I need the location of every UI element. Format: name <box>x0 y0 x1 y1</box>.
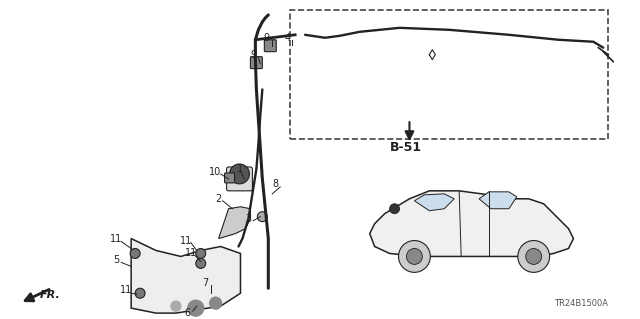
Circle shape <box>399 241 430 272</box>
Circle shape <box>525 249 541 264</box>
FancyBboxPatch shape <box>227 167 252 191</box>
Circle shape <box>130 249 140 258</box>
Text: 3: 3 <box>245 214 252 224</box>
Polygon shape <box>131 239 241 313</box>
FancyBboxPatch shape <box>250 57 262 69</box>
Text: 9: 9 <box>250 50 257 60</box>
Circle shape <box>518 241 550 272</box>
Circle shape <box>210 297 221 309</box>
Text: 11: 11 <box>185 249 197 258</box>
Circle shape <box>406 249 422 264</box>
Text: 5: 5 <box>113 256 119 265</box>
Text: 9: 9 <box>263 33 269 43</box>
Circle shape <box>390 204 399 214</box>
FancyBboxPatch shape <box>264 40 276 52</box>
Circle shape <box>257 212 268 222</box>
Text: 2: 2 <box>216 194 221 204</box>
Polygon shape <box>370 191 573 256</box>
Text: 11: 11 <box>110 234 122 243</box>
Text: B-51: B-51 <box>390 141 422 154</box>
Polygon shape <box>479 192 517 209</box>
Circle shape <box>196 258 205 268</box>
Circle shape <box>188 300 204 316</box>
Circle shape <box>230 164 250 184</box>
Text: 6: 6 <box>185 308 191 318</box>
Circle shape <box>135 288 145 298</box>
Text: 8: 8 <box>272 179 278 189</box>
Text: TR24B1500A: TR24B1500A <box>554 299 608 308</box>
Text: 1: 1 <box>237 164 244 174</box>
Text: FR.: FR. <box>40 290 60 300</box>
Text: 10: 10 <box>209 167 221 177</box>
Text: 4: 4 <box>284 33 291 43</box>
Circle shape <box>171 301 181 311</box>
Text: 11: 11 <box>120 285 132 295</box>
Polygon shape <box>415 194 454 211</box>
Polygon shape <box>219 207 250 239</box>
FancyBboxPatch shape <box>225 173 234 183</box>
Text: 7: 7 <box>203 278 209 288</box>
Circle shape <box>196 249 205 258</box>
Text: 11: 11 <box>180 235 192 246</box>
